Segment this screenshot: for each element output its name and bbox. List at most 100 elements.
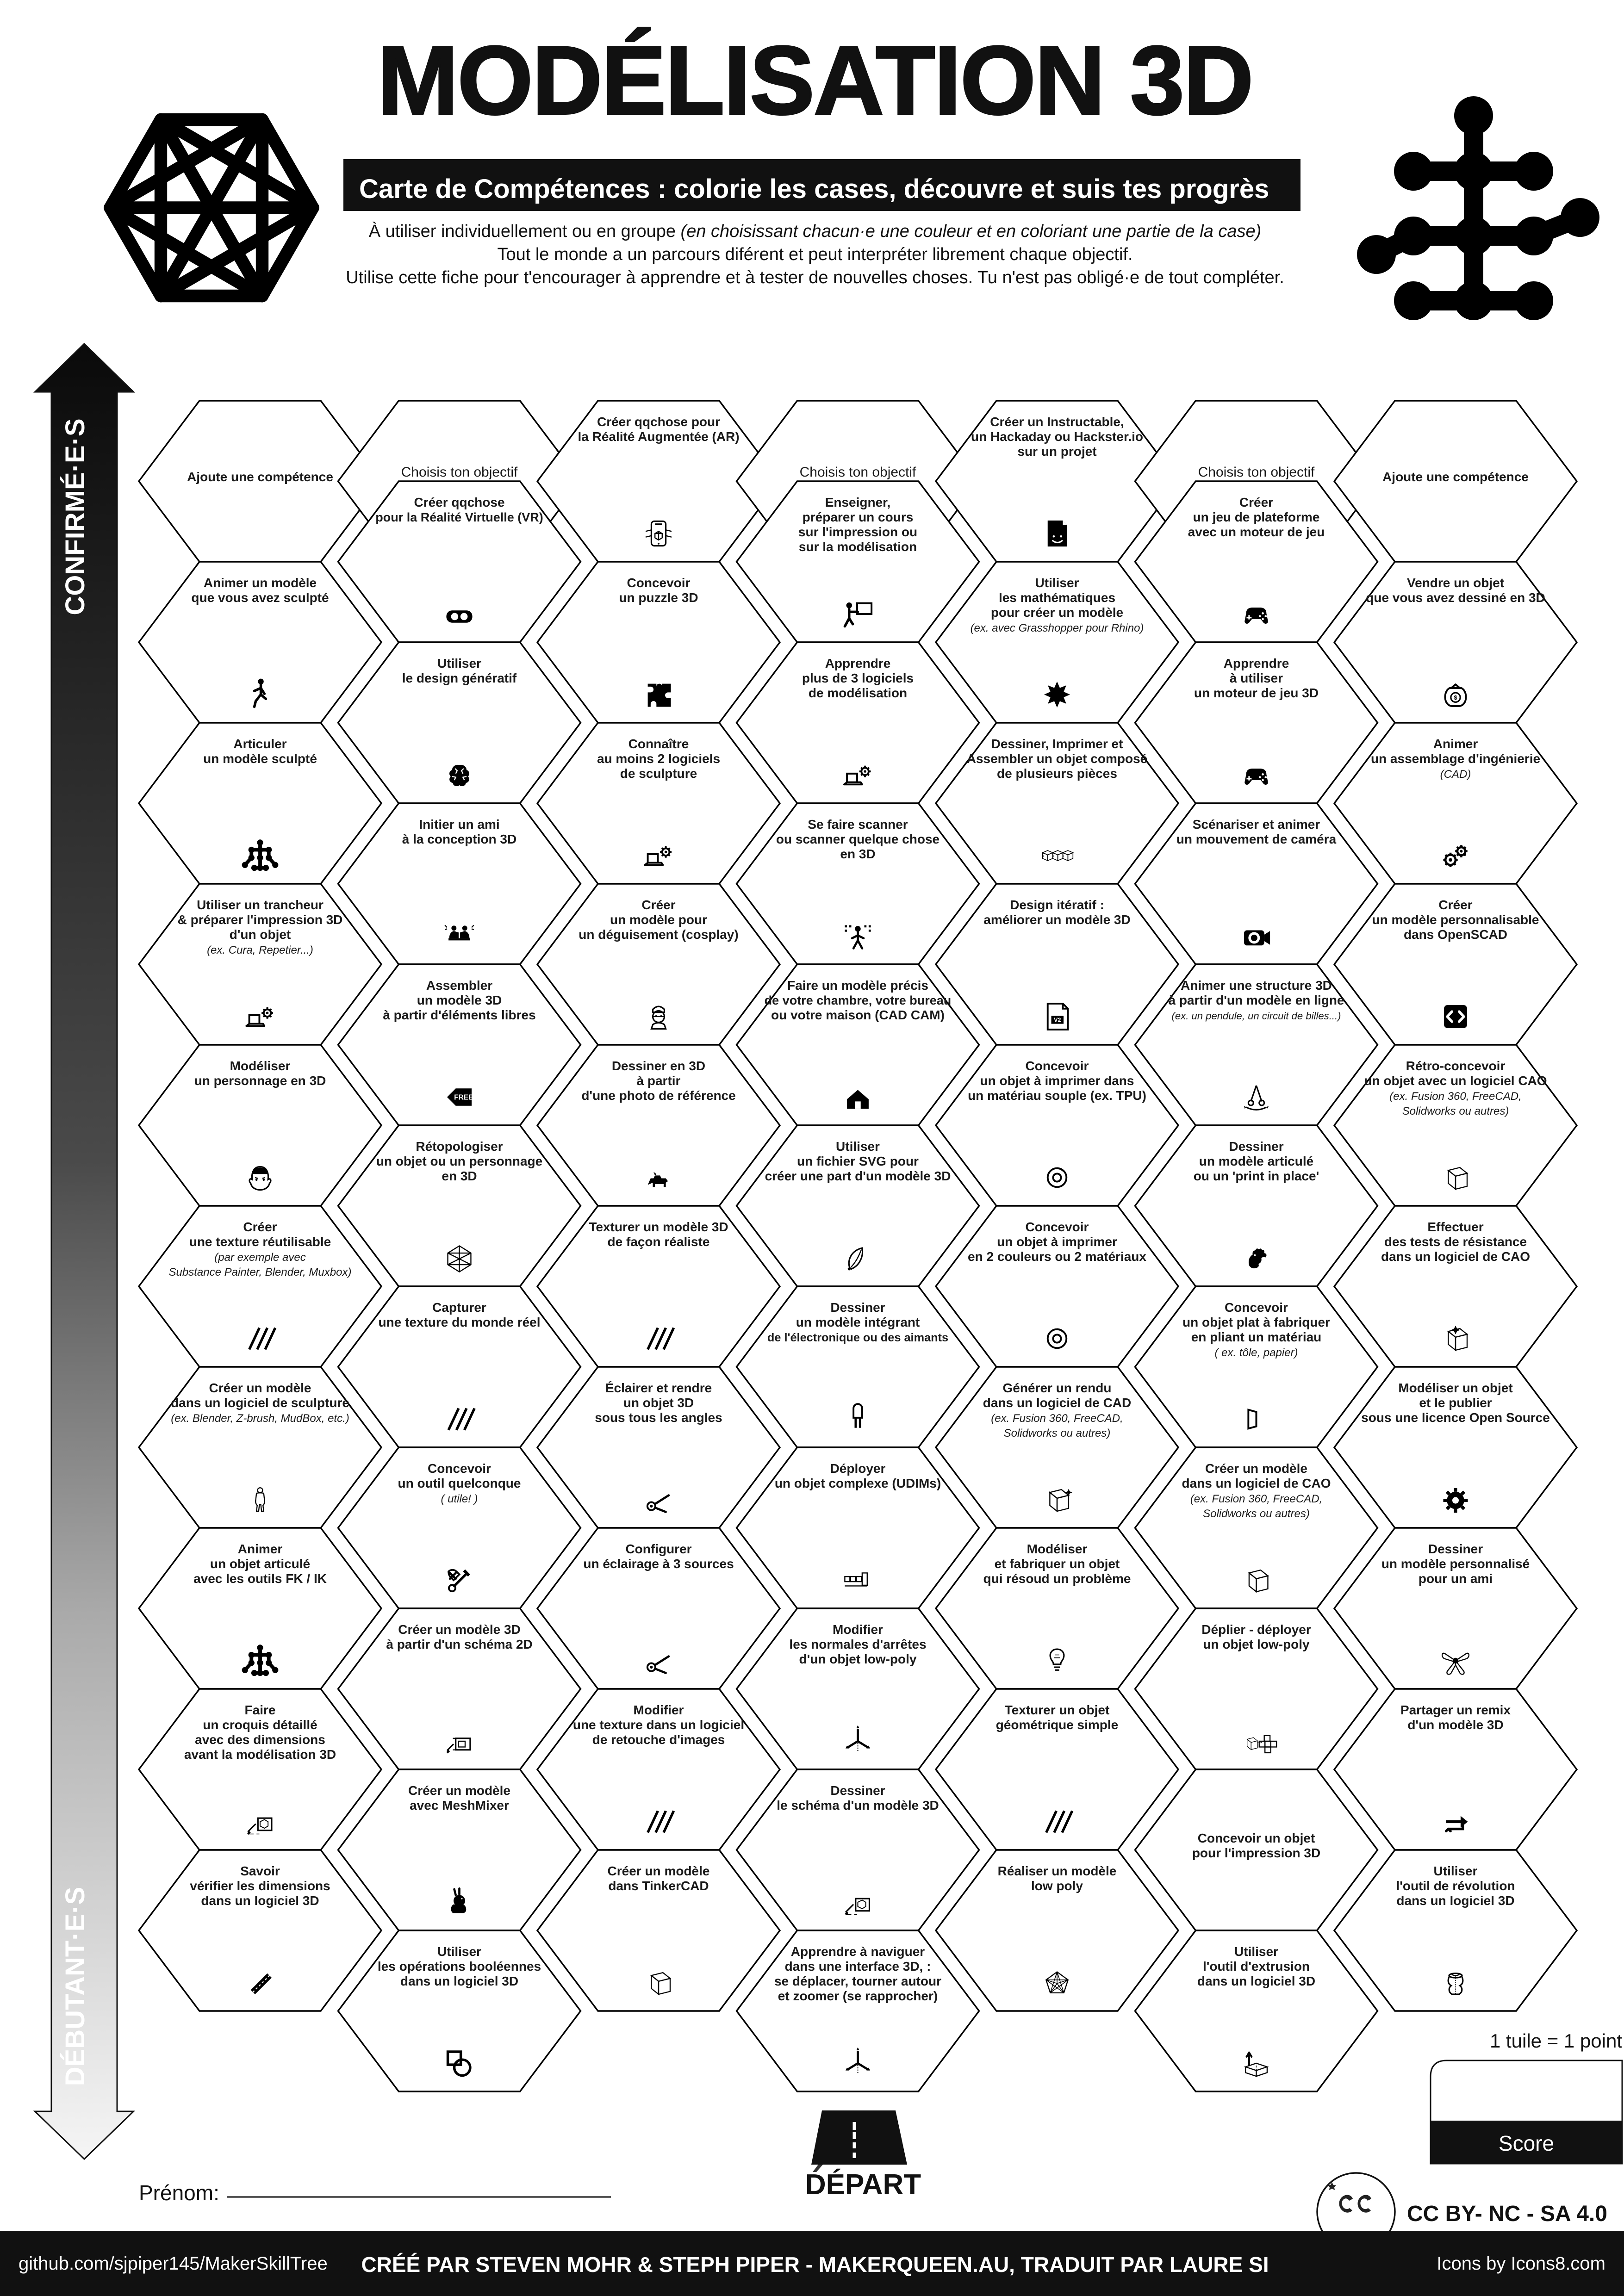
svg-text:un fichier SVG pour: un fichier SVG pour [797, 1154, 919, 1168]
svg-text:un éclairage à 3 sources: un éclairage à 3 sources [583, 1557, 734, 1571]
svg-text:d'un objet low-poly: d'un objet low-poly [799, 1652, 917, 1666]
svg-text:Solidworks ou autres): Solidworks ou autres) [1203, 1508, 1310, 1520]
svg-text:Savoir: Savoir [240, 1864, 280, 1878]
svg-text:Capturer: Capturer [432, 1300, 486, 1315]
svg-text:Éclairer et rendre: Éclairer et rendre [605, 1381, 712, 1395]
svg-text:un outil quelconque: un outil quelconque [398, 1476, 521, 1490]
svg-text:Texturer un modèle 3D: Texturer un modèle 3D [589, 1220, 728, 1234]
svg-text:d'un modèle 3D: d'un modèle 3D [1407, 1718, 1503, 1732]
svg-text:Utilise cette fiche pour t'enc: Utilise cette fiche pour t'encourager à … [346, 268, 1284, 287]
svg-text:Faire un modèle précis: Faire un modèle précis [787, 978, 928, 993]
svg-text:Partager un remix: Partager un remix [1400, 1703, 1511, 1717]
svg-text:dans un logiciel de CAD: dans un logiciel de CAD [983, 1396, 1131, 1410]
svg-text:Articuler: Articuler [233, 737, 286, 751]
svg-text:Solidworks ou autres): Solidworks ou autres) [1402, 1105, 1509, 1117]
svg-text:sur l'impression ou: sur l'impression ou [798, 525, 917, 539]
svg-text:préparer un cours: préparer un cours [803, 510, 914, 524]
svg-text:Design itératif :: Design itératif : [1010, 898, 1104, 912]
svg-text:Icons by Icons8.com: Icons by Icons8.com [1437, 2253, 1605, 2274]
svg-text:Créer: Créer [1438, 898, 1472, 912]
svg-text:Générer un rendu: Générer un rendu [1003, 1381, 1112, 1395]
svg-text:Concevoir: Concevoir [1225, 1300, 1288, 1315]
svg-text:Apprendre: Apprendre [825, 656, 891, 670]
svg-text:dans un logiciel 3D: dans un logiciel 3D [201, 1893, 319, 1908]
svg-text:Carte de Compétences : colorie: Carte de Compétences : colorie les cases… [359, 174, 1269, 204]
svg-text:Dessiner en 3D: Dessiner en 3D [612, 1059, 705, 1073]
svg-text:Concevoir: Concevoir [1026, 1059, 1089, 1073]
svg-text:Faire: Faire [245, 1703, 276, 1717]
svg-text:de l'électronique ou des aiman: de l'électronique ou des aimants [767, 1331, 948, 1344]
svg-text:à partir d'éléments libres: à partir d'éléments libres [383, 1008, 535, 1022]
svg-text:Choisis ton objectif: Choisis ton objectif [800, 465, 916, 480]
svg-text:que vous avez dessiné en 3D: que vous avez dessiné en 3D [1366, 590, 1545, 605]
svg-text:Rétopologiser: Rétopologiser [416, 1139, 503, 1154]
svg-text:Utiliser: Utiliser [437, 1944, 481, 1959]
svg-text:les opérations booléennes: les opérations booléennes [378, 1959, 541, 1973]
svg-text:un modèle sculpté: un modèle sculpté [203, 751, 317, 766]
svg-text:Créer un modèle: Créer un modèle [209, 1381, 311, 1395]
svg-text:en pliant un matériau: en pliant un matériau [1191, 1330, 1322, 1344]
svg-text:Vendre un objet: Vendre un objet [1407, 576, 1504, 590]
svg-text:dans une interface 3D, :: dans une interface 3D, : [785, 1959, 931, 1973]
svg-text:un modèle personnalisable: un modèle personnalisable [1372, 912, 1539, 927]
svg-text:qui résoud un problème: qui résoud un problème [983, 1571, 1131, 1586]
svg-text:ou votre maison (CAD CAM): ou votre maison (CAD CAM) [771, 1008, 945, 1022]
svg-text:Créer un Instructable,: Créer un Instructable, [990, 415, 1124, 429]
svg-text:Concevoir un objet: Concevoir un objet [1198, 1831, 1315, 1845]
svg-text:À utiliser individuellement ou: À utiliser individuellement ou en groupe… [369, 221, 1262, 241]
svg-text:améliorer un modèle 3D: améliorer un modèle 3D [983, 912, 1130, 927]
svg-text:une texture dans un logiciel: une texture dans un logiciel [573, 1718, 744, 1732]
svg-text:Animer: Animer [238, 1542, 283, 1556]
svg-text:à partir d'un modèle en ligne: à partir d'un modèle en ligne [1168, 993, 1344, 1007]
svg-text:un Hackaday ou Hackster.io: un Hackaday ou Hackster.io [971, 429, 1143, 444]
svg-text:FREE: FREE [454, 1093, 473, 1101]
svg-text:de sculpture: de sculpture [620, 766, 697, 781]
svg-text:à la conception 3D: à la conception 3D [402, 832, 516, 846]
svg-text:Dessiner: Dessiner [830, 1300, 885, 1315]
svg-text:Ajoute une compétence: Ajoute une compétence [187, 470, 333, 484]
svg-text:la Réalité Augmentée (AR): la Réalité Augmentée (AR) [578, 429, 739, 444]
svg-text:un objet articulé: un objet articulé [210, 1557, 310, 1571]
svg-text:DÉPART: DÉPART [805, 2169, 921, 2201]
svg-text:un mouvement de caméra: un mouvement de caméra [1176, 832, 1337, 846]
svg-text:Créer: Créer [641, 898, 675, 912]
svg-text:CRÉÉ PAR STEVEN MOHR & STEPH P: CRÉÉ PAR STEVEN MOHR & STEPH PIPER - MAK… [361, 2253, 1269, 2277]
svg-text:un puzzle 3D: un puzzle 3D [619, 590, 698, 605]
svg-text:Score: Score [1499, 2131, 1554, 2155]
svg-text:low poly: low poly [1031, 1879, 1083, 1893]
svg-text:une texture du monde réel: une texture du monde réel [378, 1315, 540, 1329]
svg-text:sous une licence Open Source: sous une licence Open Source [1361, 1410, 1550, 1425]
svg-text:avant la modélisation 3D: avant la modélisation 3D [184, 1747, 336, 1762]
svg-text:dans un logiciel 3D: dans un logiciel 3D [1197, 1974, 1315, 1988]
svg-text:avec les outils FK / IK: avec les outils FK / IK [193, 1571, 327, 1586]
svg-text:(ex. un pendule, un circuit de: (ex. un pendule, un circuit de billes...… [1172, 1010, 1341, 1022]
svg-text:pour créer un modèle: pour créer un modèle [991, 605, 1123, 620]
svg-text:Assembler: Assembler [426, 978, 492, 993]
svg-text:ou un 'print in place': ou un 'print in place' [1194, 1169, 1319, 1183]
svg-text:le schéma d'un modèle 3D: le schéma d'un modèle 3D [777, 1798, 939, 1812]
svg-text:un personnage en 3D: un personnage en 3D [194, 1074, 326, 1088]
svg-text:Scénariser et animer: Scénariser et animer [1193, 817, 1320, 832]
svg-text:un jeu de plateforme: un jeu de plateforme [1193, 510, 1320, 524]
svg-text:de retouche d'images: de retouche d'images [592, 1732, 725, 1747]
svg-text:Créer: Créer [243, 1220, 277, 1234]
svg-text:de façon réaliste: de façon réaliste [608, 1235, 710, 1249]
svg-text:Réaliser un modèle: Réaliser un modèle [998, 1864, 1117, 1878]
svg-text:un objet complexe (UDIMs): un objet complexe (UDIMs) [775, 1476, 941, 1490]
svg-text:de modélisation: de modélisation [809, 686, 907, 700]
svg-text:Apprendre à naviguer: Apprendre à naviguer [791, 1944, 925, 1959]
svg-text:Utiliser: Utiliser [1234, 1944, 1278, 1959]
svg-text:Utiliser: Utiliser [836, 1139, 880, 1154]
svg-text:un objet 3D: un objet 3D [623, 1396, 694, 1410]
svg-text:et zoomer (se rapprocher): et zoomer (se rapprocher) [778, 1989, 938, 2003]
svg-text:( ex. tôle, papier): ( ex. tôle, papier) [1214, 1347, 1298, 1359]
svg-text:des tests de résistance: des tests de résistance [1384, 1235, 1527, 1249]
svg-text:d'une photo de référence: d'une photo de référence [581, 1088, 735, 1103]
svg-text:DÉBUTANT·E·S: DÉBUTANT·E·S [60, 1887, 90, 2086]
svg-text:pour un ami: pour un ami [1419, 1571, 1493, 1586]
svg-text:l'outil d'extrusion: l'outil d'extrusion [1203, 1959, 1310, 1973]
svg-text:Enseigner,: Enseigner, [825, 495, 891, 509]
svg-text:github.com/sjpiper145/MakerSki: github.com/sjpiper145/MakerSkillTree [19, 2253, 328, 2274]
svg-text:Configurer: Configurer [625, 1542, 691, 1556]
svg-text:un objet plat à fabriquer: un objet plat à fabriquer [1182, 1315, 1330, 1329]
